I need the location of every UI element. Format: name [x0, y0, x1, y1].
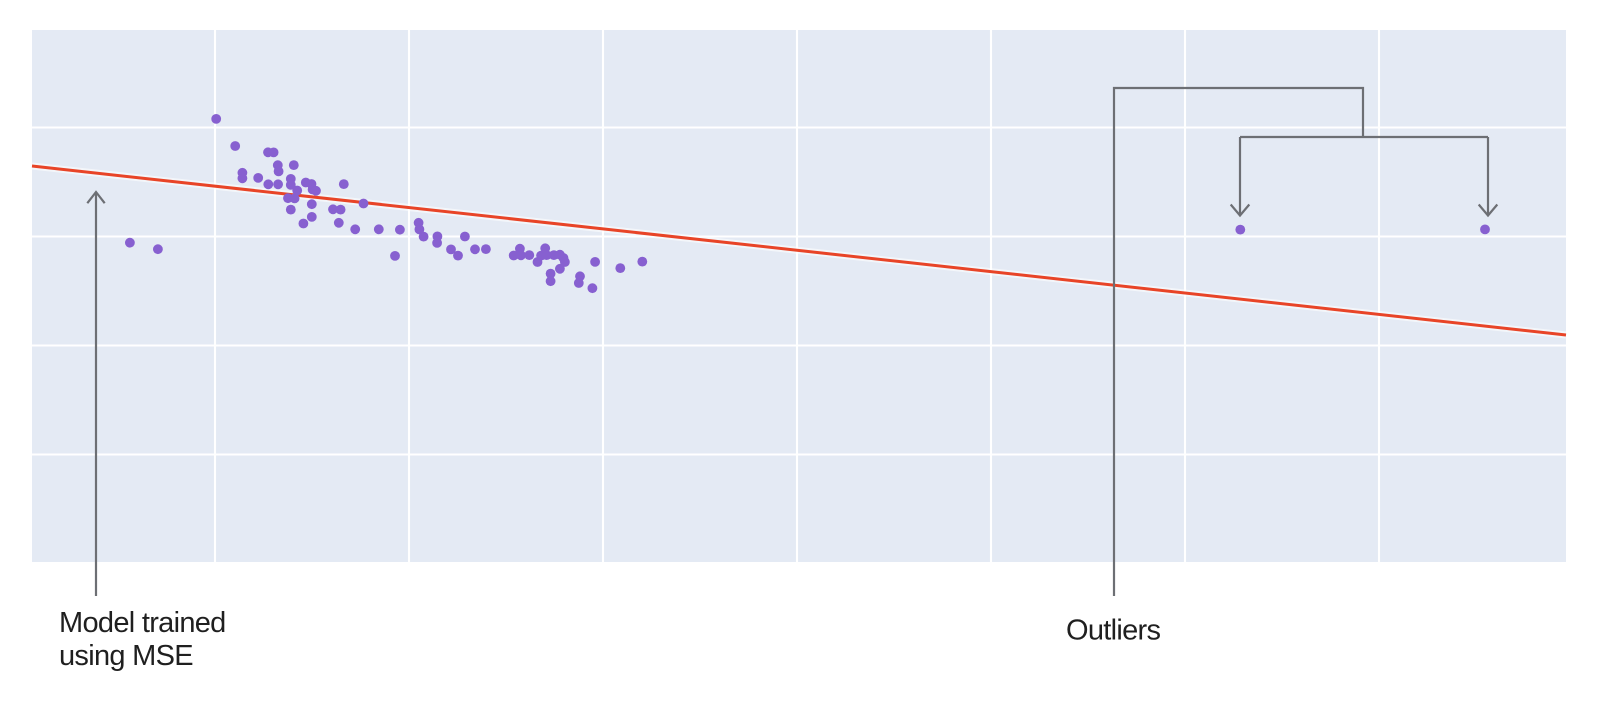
svg-text:Outliers: Outliers	[1066, 615, 1161, 647]
svg-text:Model trained: Model trained	[59, 607, 226, 639]
svg-text:using MSE: using MSE	[59, 640, 193, 672]
